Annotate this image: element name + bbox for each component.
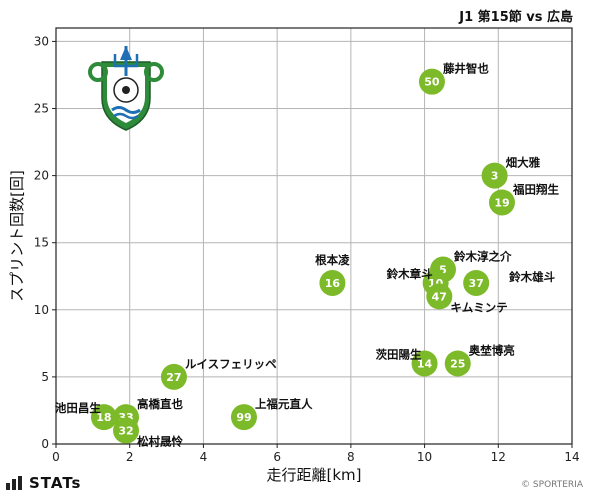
point-marker — [411, 350, 438, 377]
y-tick-label: 30 — [34, 34, 49, 48]
player-name-label: 上福元直人 — [255, 397, 313, 411]
point-marker — [319, 269, 346, 296]
x-axis-ticks: 0 2 4 6 8 10 12 14 — [52, 444, 580, 464]
x-tick-label: 6 — [273, 450, 281, 464]
point-marker — [444, 350, 471, 377]
x-axis-title: 走行距離[km] — [266, 466, 361, 484]
point-number-label: 32 — [118, 425, 133, 438]
player-name-label: 高橋直也 — [137, 397, 183, 411]
y-tick-label: 5 — [41, 370, 49, 384]
data-point-27: 27 ルイスフェリッペ — [160, 357, 277, 390]
point-marker — [481, 162, 508, 189]
bar-chart-icon — [6, 476, 24, 490]
point-number-label: 16 — [325, 277, 341, 290]
player-name-label: 茨田陽生 — [376, 347, 422, 361]
player-name-label: キムミンテ — [450, 300, 508, 314]
y-axis-title: スプリント回数[回] — [8, 170, 26, 302]
point-number-label: 99 — [236, 411, 251, 424]
point-number-label: 5 — [439, 264, 447, 277]
y-tick-label: 15 — [34, 236, 49, 250]
point-number-label: 14 — [417, 357, 433, 370]
y-tick-label: 0 — [41, 437, 49, 451]
point-marker — [160, 363, 187, 390]
data-point-32: 32 松村晟怜 — [113, 417, 184, 449]
y-tick-label: 10 — [34, 303, 49, 317]
player-name-label: 藤井智也 — [443, 62, 489, 76]
x-tick-label: 0 — [52, 450, 60, 464]
point-marker — [463, 269, 490, 296]
player-name-label: ルイスフェリッペ — [185, 357, 277, 371]
x-tick-label: 4 — [200, 450, 208, 464]
point-marker — [90, 404, 117, 431]
point-number-label: 3 — [491, 170, 499, 183]
x-tick-label: 10 — [417, 450, 432, 464]
player-name-label: 松村晟怜 — [137, 435, 183, 449]
player-name-label: 福田翔生 — [512, 182, 559, 196]
point-number-label: 25 — [450, 357, 465, 370]
data-point-16: 16 根本凌 — [315, 253, 350, 296]
y-axis-ticks: 0 5 10 15 20 25 30 — [34, 34, 56, 451]
point-marker — [488, 189, 515, 216]
player-name-label: 鈴木章斗 — [387, 267, 433, 281]
x-tick-label: 2 — [126, 450, 134, 464]
y-tick-label: 20 — [34, 169, 49, 183]
x-tick-label: 12 — [491, 450, 506, 464]
plot-frame — [55, 27, 573, 445]
x-tick-label: 14 — [564, 450, 579, 464]
point-number-label: 37 — [469, 277, 484, 290]
copyright-text: © SPORTERIA — [521, 480, 583, 490]
player-name-label: 根本凌 — [315, 253, 350, 267]
chart-title: J1 第15節 vs 広島 — [459, 10, 573, 25]
team-crest-icon — [88, 46, 164, 131]
stats-logo: STATs — [6, 474, 81, 492]
point-marker — [230, 404, 257, 431]
player-name-label: 鈴木雄斗 — [509, 270, 555, 284]
point-number-label: 18 — [96, 411, 111, 424]
point-number-label: 47 — [432, 290, 447, 303]
data-point-37: 37 鈴木雄斗 — [463, 269, 556, 296]
point-number-label: 50 — [424, 76, 440, 89]
data-point-3: 3 畑大雅 — [481, 156, 541, 189]
point-marker — [418, 68, 445, 95]
point-number-label: 19 — [494, 196, 509, 209]
stats-logo-text: STATs — [29, 474, 82, 492]
data-point-99: 99 上福元直人 — [230, 397, 313, 431]
point-number-label: 27 — [166, 371, 181, 384]
y-tick-label: 25 — [34, 102, 49, 116]
point-marker — [113, 417, 140, 444]
player-name-label: 奥埜博亮 — [468, 343, 515, 357]
point-marker — [426, 283, 453, 310]
player-name-label: 池田昌生 — [55, 401, 101, 415]
x-tick-label: 8 — [347, 450, 355, 464]
player-name-label: 鈴木淳之介 — [454, 250, 512, 264]
player-name-label: 畑大雅 — [506, 156, 541, 170]
